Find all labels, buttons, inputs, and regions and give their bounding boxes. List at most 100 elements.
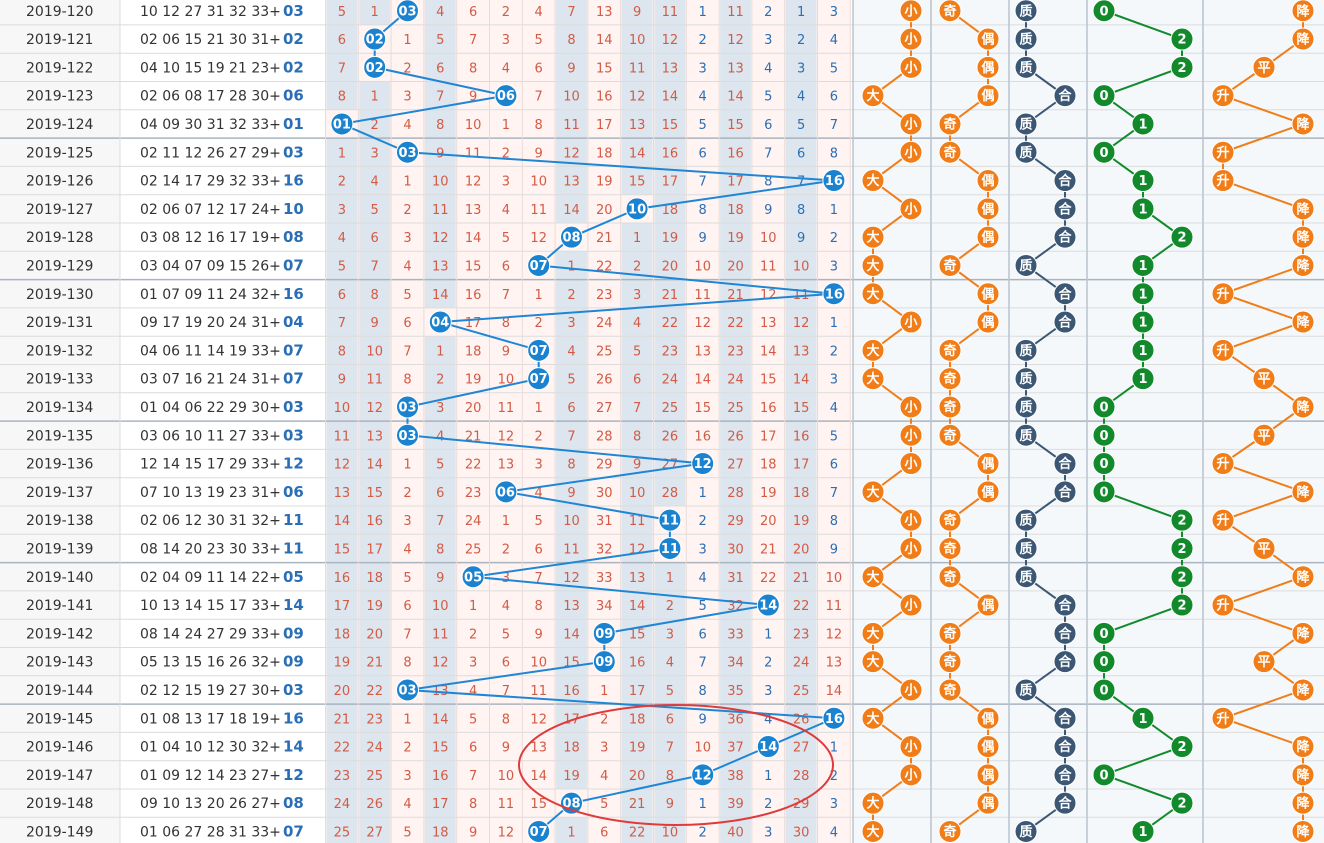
- special-number: 08: [283, 228, 304, 246]
- miss-count: 1: [567, 825, 575, 840]
- miss-count: 5: [371, 203, 379, 218]
- miss-count: 19: [629, 741, 646, 756]
- special-ball-label: 14: [759, 599, 777, 614]
- trend-ball-label: 升: [1216, 343, 1229, 359]
- mod3-ball: [1092, 763, 1116, 787]
- size-ball: [899, 197, 923, 221]
- size-ball: [899, 536, 923, 560]
- miss-count: 1: [764, 627, 772, 642]
- prime-ball: [1053, 650, 1077, 674]
- miss-count: 28: [596, 429, 613, 444]
- miss-count: 22: [760, 571, 777, 586]
- miss-count: 2: [797, 33, 805, 48]
- miss-count: 28: [793, 769, 810, 784]
- miss-count: 12: [498, 825, 515, 840]
- special-ball-label: 08: [562, 231, 580, 246]
- miss-count: 2: [502, 146, 510, 161]
- miss-count: 24: [727, 373, 744, 388]
- issue-label: 2019-126: [26, 174, 93, 190]
- parity-ball: [976, 27, 1000, 51]
- parity-ball-label: 奇: [943, 145, 956, 161]
- size-ball-label: 小: [904, 740, 917, 755]
- prime-ball-label: 质: [1019, 399, 1032, 415]
- special-ball-label: 16: [825, 287, 843, 302]
- miss-count: 8: [403, 656, 411, 671]
- mod3-ball: [1092, 0, 1116, 23]
- trend-ball-label: 平: [1257, 61, 1270, 76]
- special-ball-label: 11: [661, 542, 679, 557]
- prime-ball-label: 质: [1019, 116, 1032, 132]
- size-ball: [899, 55, 923, 79]
- miss-count: 15: [760, 373, 777, 388]
- size-ball: [861, 706, 885, 730]
- miss-count: 4: [830, 401, 838, 416]
- trend-ball-label: 升: [1216, 88, 1229, 104]
- mod3-ball: [1131, 253, 1155, 277]
- miss-count: 1: [502, 514, 510, 529]
- miss-count: 1: [403, 175, 411, 190]
- miss-count: 10: [563, 514, 580, 529]
- trend-ball: [1291, 225, 1315, 249]
- trend-ball-label: 降: [1296, 626, 1310, 642]
- miss-count: 9: [535, 627, 543, 642]
- prime-ball: [1014, 338, 1038, 362]
- miss-count: 17: [596, 118, 613, 133]
- special-number: 03: [283, 143, 304, 161]
- trend-ball-label: 升: [1216, 598, 1229, 614]
- miss-count: 27: [366, 825, 383, 840]
- prime-ball: [1014, 423, 1038, 447]
- special-ball-label: 04: [431, 316, 449, 331]
- miss-count: 9: [371, 316, 379, 331]
- trend-ball-label: 降: [1296, 484, 1310, 500]
- miss-count: 5: [699, 599, 707, 614]
- size-ball-label: 小: [904, 61, 917, 76]
- parity-ball: [976, 310, 1000, 334]
- special-ball-label: 09: [595, 655, 613, 670]
- miss-count: 21: [334, 712, 351, 727]
- miss-count: 16: [563, 684, 580, 699]
- miss-count: 26: [662, 429, 679, 444]
- prime-ball-label: 合: [1058, 230, 1072, 246]
- parity-ball: [938, 395, 962, 419]
- special-ball: [461, 565, 485, 589]
- miss-count: 16: [793, 429, 810, 444]
- miss-count: 4: [403, 542, 411, 557]
- miss-count: 7: [535, 571, 543, 586]
- trend-ball: [1252, 650, 1276, 674]
- miss-count: 2: [699, 33, 707, 48]
- miss-count: 1: [830, 741, 838, 756]
- special-ball-label: 03: [398, 400, 416, 415]
- parity-ball: [976, 169, 1000, 193]
- special-ball: [592, 650, 616, 674]
- miss-count: 4: [699, 571, 707, 586]
- miss-count: 25: [793, 684, 810, 699]
- miss-count: 8: [338, 90, 346, 105]
- special-ball: [363, 27, 387, 51]
- miss-count: 5: [338, 259, 346, 274]
- miss-count: 26: [366, 797, 383, 812]
- trend-ball-label: 升: [1216, 513, 1229, 529]
- size-ball: [899, 112, 923, 136]
- trend-ball-label: 平: [1257, 542, 1270, 557]
- miss-count: 33: [596, 571, 613, 586]
- issue-label: 2019-122: [26, 60, 93, 76]
- size-ball: [861, 225, 885, 249]
- trend-ball: [1291, 253, 1315, 277]
- draw-numbers: 02 06 07 12 17 24+: [140, 202, 281, 218]
- miss-count: 9: [567, 61, 575, 76]
- miss-count: 3: [338, 203, 346, 218]
- trend-ball-label: 升: [1216, 286, 1229, 302]
- draw-numbers: 10 12 27 31 32 33+: [140, 4, 281, 20]
- parity-ball-label: 奇: [943, 824, 956, 840]
- miss-count: 19: [596, 175, 613, 190]
- miss-count: 6: [436, 61, 444, 76]
- size-ball: [899, 140, 923, 164]
- miss-count: 20: [727, 259, 744, 274]
- special-number: 06: [283, 87, 304, 105]
- parity-ball: [976, 452, 1000, 476]
- trend-ball: [1211, 593, 1235, 617]
- special-ball: [494, 480, 518, 504]
- prime-ball: [1014, 112, 1038, 136]
- issue-label: 2019-131: [26, 315, 93, 331]
